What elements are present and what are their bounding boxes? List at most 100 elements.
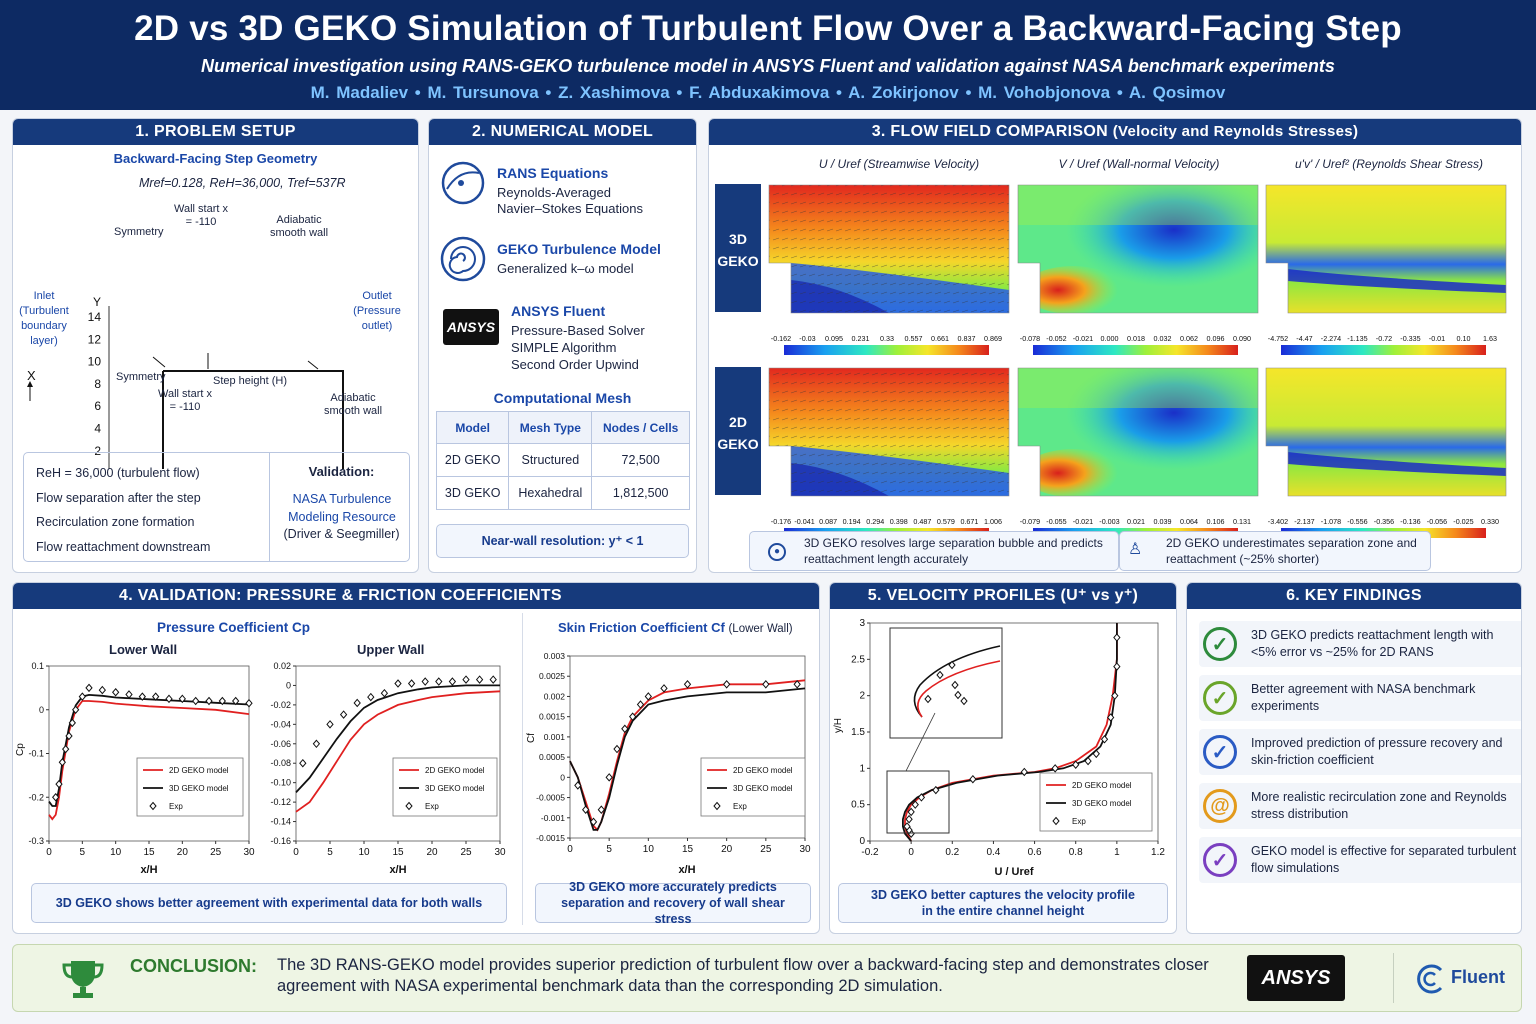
colorbar-label: -0.078 [1020, 334, 1040, 343]
channel-outline [162, 370, 344, 469]
exp-point [1107, 713, 1115, 722]
y-tick-label: -0.12 [270, 797, 291, 807]
x-tick-label: 15 [392, 847, 404, 858]
colorbar-label: 0.487 [913, 517, 931, 526]
fluent-desc: Pressure-Based Solver SIMPLE Algorithm Sec… [511, 322, 645, 373]
exp-point [232, 696, 240, 706]
exp-point [62, 744, 70, 754]
colorbar-label: 0.062 [1180, 334, 1198, 343]
exp-point [52, 792, 60, 802]
exp-point [1084, 756, 1092, 766]
lower-wall-title: Lower Wall [109, 642, 178, 657]
mesh-cell: 72,500 [591, 443, 690, 477]
panel-numerical-model: 2. NUMERICAL MODEL RANS Equations Reynol… [428, 118, 697, 573]
setup-bullet: ReH = 36,000 (turbulent flow) [36, 466, 200, 480]
exp-point [629, 712, 637, 721]
col-title-u: U / Uref (Streamwise Velocity) [818, 157, 980, 171]
upper-wall-title: Upper Wall [357, 642, 425, 657]
colorbar-label: 0.33 [880, 334, 894, 343]
geko-title: GEKO Turbulence Model [497, 241, 661, 257]
y-tick-label: -0.14 [270, 817, 291, 827]
x-tick-label: 5 [606, 844, 612, 855]
contour-3d-v: -0.078 -0.052 -0.021 0.000 0.018 0.032 0.062 0.… [1017, 184, 1259, 355]
exp-point [421, 677, 429, 686]
x-axis-title: x/H [389, 864, 406, 876]
colorbar-label: -2.274 [1321, 334, 1341, 343]
colorbar-label: 0.039 [1154, 517, 1172, 526]
y-tick-label: 0.0005 [539, 752, 565, 762]
exp-point [394, 679, 402, 688]
x-tick-label: 1.2 [1151, 847, 1165, 858]
validation-link[interactable]: NASA Turbulence Modeling Resource [288, 492, 396, 524]
legend-label: 3D GEKO model [425, 784, 485, 793]
panel-flow-field: 3. FLOW FIELD COMPARISON (Velocity and R… [708, 118, 1522, 573]
exp-point [326, 720, 334, 729]
legend-label: 3D GEKO model [733, 784, 793, 793]
exp-point [905, 814, 913, 824]
exp-point [65, 731, 73, 741]
outlet-label: Outlet (Pressure outlet) [353, 290, 401, 332]
trophy-icon [62, 961, 104, 998]
x-tick-label: 0.2 [945, 847, 959, 858]
exp-point [1113, 662, 1121, 671]
legend-label: 2D GEKO model [1072, 781, 1132, 790]
panel-title: 5. VELOCITY PROFILES (U⁺ vs y⁺) [830, 583, 1176, 609]
colorbar-label: 0.131 [1233, 517, 1251, 526]
colorbar-label: -0.556 [1347, 517, 1367, 526]
exp-point [1020, 767, 1028, 777]
note-cf: 3D GEKO more accurately predicts separat… [535, 880, 811, 926]
colorbar-label: 0.869 [984, 334, 1002, 343]
y-tick-label: 12 [88, 332, 102, 346]
legend: 2D GEKO model 3D GEKO model Exp [700, 757, 806, 817]
label-step-height: Step height (H) [213, 375, 287, 387]
exp-point [339, 710, 348, 719]
colorbar-label: -0.003 [1099, 517, 1119, 526]
exp-point [448, 677, 457, 686]
mesh-cell: 3D GEKO [435, 476, 510, 510]
x-tick-label: 5 [80, 847, 86, 858]
colorbar-label: 1.006 [984, 517, 1002, 526]
contour-2d-v: -0.079 -0.055 -0.021 -0.003 0.021 0.039 0.064 0… [1017, 367, 1259, 538]
y-tick-label: -0.04 [270, 719, 291, 729]
colorbar-label: 0.095 [825, 334, 843, 343]
legend-label: Exp [1072, 817, 1086, 826]
colorbar-label: -3.402 [1268, 517, 1288, 526]
x-tick-label: 0 [908, 847, 914, 858]
y-tick-label: -0.1 [28, 749, 44, 759]
exp-point [1072, 760, 1080, 769]
cf-title: Skin Friction Coefficient Cf (Lower Wall… [558, 620, 793, 635]
colorbar-label: -0.041 [794, 517, 814, 526]
y-axis-title: Y [93, 295, 101, 309]
y-tick-label: -0.0015 [536, 833, 565, 843]
exp-point [911, 800, 919, 809]
table-row: 2D GEKO Structured 72,500 [435, 443, 690, 477]
y-tick-label: 2 [94, 444, 101, 458]
mesh-table: Model Mesh Type Nodes / Cells 2D GEKO Struct… [435, 411, 690, 510]
mesh-cell: 2D GEKO [435, 443, 510, 477]
chart: 0 5 10 15 20 25 30 0.003 0.0025 0.002 0.0015 0.001 0… [536, 651, 811, 855]
mesh-cell: Hexahedral [508, 476, 593, 510]
ansys-logo: ANSYS [443, 309, 499, 345]
y-tick-label: -0.001 [541, 813, 565, 823]
x-axis-title: U / Uref [994, 866, 1033, 878]
legend: 2D GEKO model 3D GEKO model Exp [1039, 772, 1153, 832]
exp-point [793, 680, 801, 689]
y-tick-label: 14 [88, 310, 102, 324]
colorbar-label: -0.176 [771, 517, 791, 526]
mesh-cell: 1,812,500 [591, 476, 690, 510]
colorbar-label: 0.106 [1207, 517, 1225, 526]
panel-validation: 4. VALIDATION: PRESSURE & FRICTION COEFF… [12, 582, 820, 934]
y-tick-label: 0 [859, 836, 865, 847]
x-tick-label: 0.4 [986, 847, 1000, 858]
label-adiabatic-bottom: Adiabatic smooth wall [323, 392, 383, 417]
colorbar-label: 0.579 [937, 517, 955, 526]
authors: M. Madaliev • M. Tursunova • Z. Xashimov… [310, 83, 1226, 102]
exp-point [723, 680, 731, 689]
colorbar-label: 0.294 [866, 517, 884, 526]
colorbar-label: -0.079 [1020, 517, 1040, 526]
rans-desc-2: Navier–Stokes Equations [497, 201, 643, 216]
finding-text: GEKO model is effective for separated tu… [1251, 844, 1517, 875]
panel-title: 6. KEY FINDINGS [1187, 583, 1521, 609]
exp-point [205, 696, 213, 706]
exp-point [165, 694, 173, 704]
